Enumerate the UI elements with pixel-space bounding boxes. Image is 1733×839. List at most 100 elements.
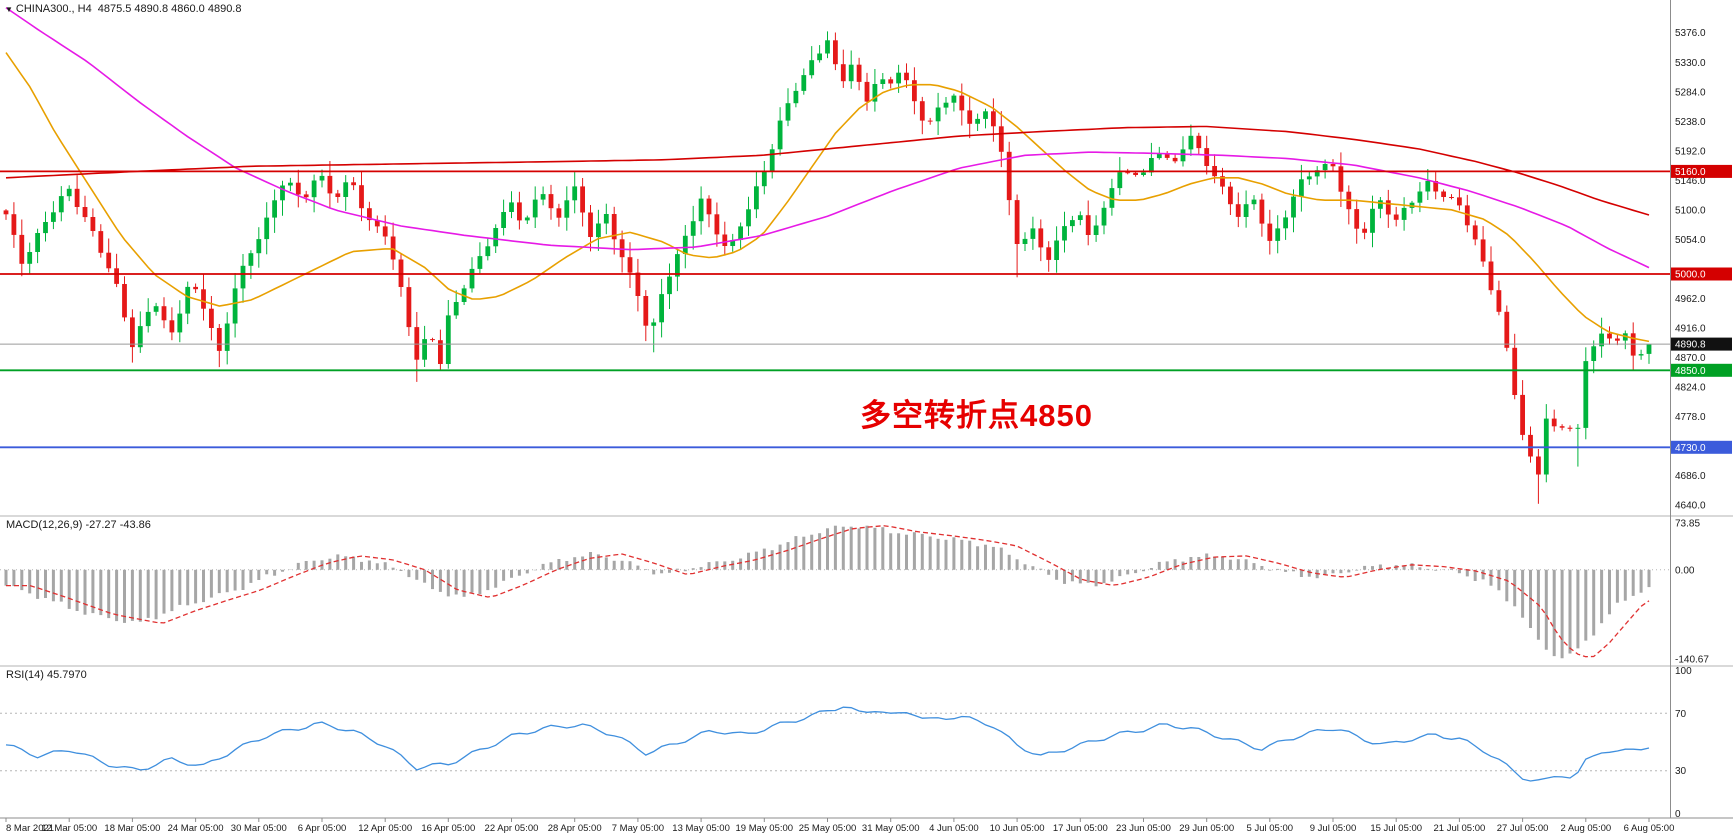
candle-body bbox=[272, 200, 277, 218]
candle-body bbox=[422, 339, 427, 360]
candle-body bbox=[1125, 172, 1131, 174]
candle-body bbox=[453, 302, 459, 316]
candle-body bbox=[1291, 196, 1296, 218]
candle-body bbox=[137, 326, 143, 348]
candle-body bbox=[122, 284, 127, 318]
candle-body bbox=[406, 287, 412, 328]
candle-body bbox=[1204, 148, 1210, 166]
time-label: 29 Jun 05:00 bbox=[1179, 823, 1234, 834]
candle-body bbox=[1188, 135, 1194, 150]
time-label: 2 Aug 05:00 bbox=[1560, 823, 1611, 834]
candle-body bbox=[1077, 215, 1083, 220]
candle-body bbox=[975, 118, 980, 124]
candle-body bbox=[1141, 172, 1146, 175]
candle-body bbox=[746, 209, 751, 227]
candle-body bbox=[667, 276, 672, 295]
candle-body bbox=[51, 212, 56, 222]
candle-body bbox=[1235, 204, 1241, 217]
rsi-tick: 0 bbox=[1675, 809, 1681, 820]
candle-body bbox=[540, 194, 546, 200]
candle-body bbox=[730, 240, 736, 246]
candle-body bbox=[1306, 176, 1312, 180]
candle-body bbox=[532, 199, 538, 218]
candle-body bbox=[493, 228, 499, 247]
candle-body bbox=[856, 64, 862, 82]
candle-body bbox=[785, 103, 791, 121]
annotation-text[interactable]: 多空转折点4850 bbox=[860, 398, 1093, 433]
price-tick: 4640.0 bbox=[1675, 501, 1706, 512]
price-tick: 5054.0 bbox=[1675, 235, 1706, 246]
time-label: 17 Jun 05:00 bbox=[1053, 823, 1108, 834]
candle-body bbox=[303, 194, 309, 198]
price-tick: 5146.0 bbox=[1675, 176, 1706, 187]
price-tick: 5238.0 bbox=[1675, 117, 1706, 128]
candle-body bbox=[959, 95, 965, 111]
candle-body bbox=[1567, 427, 1573, 429]
candle-body bbox=[1038, 228, 1044, 248]
candle-body bbox=[722, 234, 728, 246]
candle-body bbox=[1164, 153, 1170, 158]
candle-body bbox=[548, 194, 554, 209]
candle-body bbox=[216, 328, 222, 351]
candle-body bbox=[248, 253, 254, 266]
candle-body bbox=[1109, 188, 1115, 208]
candle-body bbox=[1275, 228, 1281, 241]
candle-body bbox=[1504, 311, 1510, 348]
candle-body bbox=[1022, 238, 1028, 244]
candle-body bbox=[769, 149, 775, 172]
candle-body bbox=[706, 198, 712, 215]
time-label: 10 Jun 05:00 bbox=[990, 823, 1045, 834]
time-label: 6 Apr 05:00 bbox=[298, 823, 347, 834]
candle-body bbox=[280, 185, 285, 201]
candle-body bbox=[145, 311, 151, 327]
candle-body bbox=[943, 102, 949, 108]
candle-body bbox=[1006, 151, 1012, 201]
candle-body bbox=[319, 175, 325, 181]
candle-body bbox=[1267, 223, 1273, 241]
price-tick: 4870.0 bbox=[1675, 353, 1706, 364]
candle-body bbox=[106, 252, 112, 269]
price-badge-4850.0 bbox=[1671, 363, 1732, 377]
candle-body bbox=[1433, 181, 1439, 192]
candle-body bbox=[469, 268, 475, 289]
candle-body bbox=[927, 120, 933, 122]
candle-body bbox=[264, 217, 270, 240]
candle-body bbox=[1180, 149, 1186, 162]
candle-body bbox=[611, 214, 617, 240]
candle-body bbox=[880, 79, 886, 84]
candle-body bbox=[35, 233, 40, 252]
candle-body bbox=[619, 239, 625, 258]
time-label: 22 Apr 05:00 bbox=[485, 823, 539, 834]
time-label: 31 May 05:00 bbox=[862, 823, 920, 834]
candle-body bbox=[1133, 172, 1138, 175]
candle-body bbox=[651, 322, 657, 326]
candle-body bbox=[1314, 170, 1320, 177]
candle-body bbox=[1283, 217, 1288, 229]
ma-slow-red-line bbox=[5, 125, 1650, 216]
candle-body bbox=[1646, 344, 1652, 354]
candle-body bbox=[1599, 333, 1604, 347]
time-label: 28 Apr 05:00 bbox=[548, 823, 602, 834]
current-price-badge bbox=[1671, 337, 1732, 351]
candle-body bbox=[793, 90, 799, 104]
candle-body bbox=[185, 286, 191, 314]
symbol-dropdown-icon[interactable]: ▼ bbox=[5, 5, 13, 14]
candle-body bbox=[1496, 290, 1502, 312]
time-label: 6 Aug 05:00 bbox=[1624, 823, 1675, 834]
candle-body bbox=[201, 289, 206, 309]
candle-body bbox=[919, 101, 925, 121]
candle-body bbox=[1014, 200, 1020, 244]
candle-body bbox=[888, 79, 894, 84]
price-badge-5000.0 bbox=[1671, 267, 1732, 281]
candle-body bbox=[438, 340, 443, 364]
candle-body bbox=[1030, 228, 1036, 239]
price-scale-ticks[interactable]: 5376.0 5330.0 5284.0 5238.0 5192.0 5146.0 5100… bbox=[1675, 28, 1706, 511]
candle-body bbox=[1156, 153, 1162, 159]
candle-body bbox=[1488, 261, 1494, 291]
candle-body bbox=[983, 111, 988, 119]
price-tick: 4824.0 bbox=[1675, 383, 1706, 394]
candle-body bbox=[1172, 157, 1178, 162]
candle-body bbox=[588, 212, 593, 237]
